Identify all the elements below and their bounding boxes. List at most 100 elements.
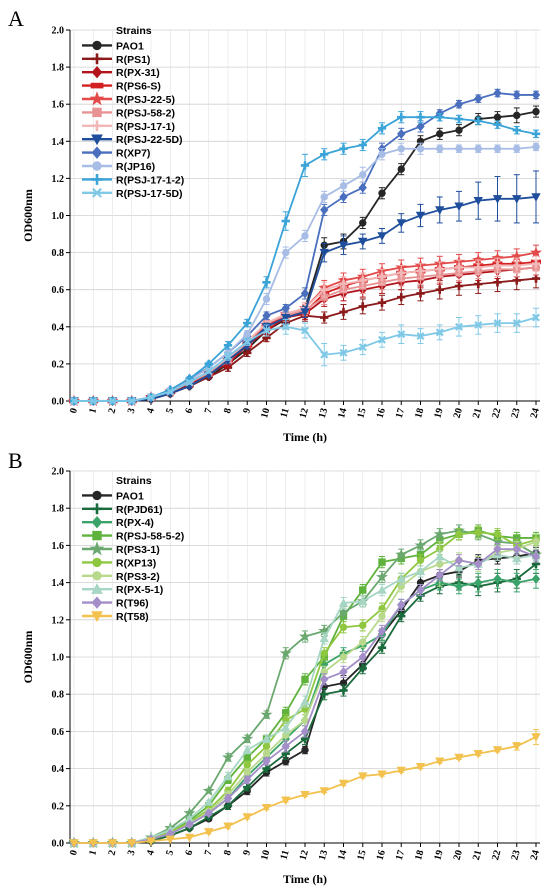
data-point <box>339 348 348 357</box>
y-tick-label: 0.2 <box>52 801 65 812</box>
y-tick-label: 0.2 <box>52 359 65 370</box>
y-tick-label: 0.0 <box>52 397 65 408</box>
data-point <box>320 350 329 359</box>
legend-marker <box>91 596 103 609</box>
data-point <box>319 248 329 258</box>
legend-marker <box>91 611 103 623</box>
data-point <box>474 320 483 329</box>
data-point <box>358 276 367 285</box>
legend-marker <box>90 82 104 89</box>
x-tick-label: 2 <box>106 849 118 857</box>
data-point <box>243 768 251 777</box>
data-point <box>397 145 405 153</box>
x-tick-label: 5 <box>164 407 176 415</box>
data-point <box>243 774 252 785</box>
data-point <box>513 145 521 153</box>
legend-title: Strains <box>116 475 152 487</box>
data-point <box>474 116 483 126</box>
x-tick-label: 8 <box>222 849 234 857</box>
data-point <box>69 839 79 848</box>
data-point <box>493 145 502 153</box>
data-point <box>493 88 502 99</box>
data-point <box>301 716 309 724</box>
data-point <box>474 263 483 272</box>
y-tick-label: 1.6 <box>52 541 65 552</box>
series-R(T58) <box>69 729 541 848</box>
data-point <box>262 310 271 321</box>
legend-item: R(PSJ-58-5-2) <box>82 531 184 543</box>
data-point <box>358 237 368 247</box>
legend: StrainsPAO1R(PS1)R(PX-31)R(PS6-S)R(PSJ-2… <box>82 25 184 200</box>
data-point <box>127 397 136 405</box>
data-point <box>512 553 522 563</box>
data-point <box>242 813 252 822</box>
y-tick-label: 2.0 <box>52 467 65 478</box>
data-point <box>377 232 387 241</box>
data-point <box>454 114 464 124</box>
data-point <box>359 586 367 594</box>
data-point <box>493 113 502 121</box>
data-point <box>378 558 386 566</box>
data-point <box>223 771 233 780</box>
data-point <box>204 359 213 369</box>
x-tick-label: 11 <box>279 407 292 419</box>
legend-marker <box>91 120 103 132</box>
x-tick-label: 20 <box>452 407 465 420</box>
data-point <box>320 690 329 699</box>
data-point <box>473 196 483 206</box>
x-tick-label: 0 <box>68 849 80 857</box>
data-point <box>512 742 522 752</box>
legend-item: R(PSJ-22-5D) <box>82 134 183 146</box>
data-point <box>513 111 521 120</box>
y-tick-label: 0.8 <box>52 248 65 259</box>
legend-label: R(PX-4) <box>116 517 154 529</box>
data-point <box>455 530 463 538</box>
data-point <box>281 313 291 323</box>
data-point <box>320 193 328 201</box>
legend-label: R(T96) <box>116 598 149 610</box>
data-point <box>435 757 445 767</box>
data-point <box>512 261 521 270</box>
data-point <box>474 559 483 569</box>
data-point <box>493 573 502 584</box>
data-point <box>300 288 310 299</box>
data-point <box>301 746 309 754</box>
data-point <box>300 308 310 317</box>
data-point <box>474 93 483 104</box>
legend-marker <box>91 515 103 529</box>
y-tick-label: 1.4 <box>52 137 65 148</box>
data-point <box>435 570 444 581</box>
data-point <box>300 726 310 737</box>
x-tick-label: 8 <box>222 407 234 415</box>
data-point <box>397 292 406 302</box>
legend-item: R(PS6-S) <box>82 81 161 93</box>
legend-item: R(PX-5-1) <box>82 583 163 596</box>
data-point <box>223 341 233 350</box>
data-point <box>492 195 503 204</box>
data-point <box>70 397 78 405</box>
data-point <box>358 302 367 311</box>
data-point <box>279 646 292 659</box>
data-point <box>358 652 367 662</box>
data-point <box>473 750 483 759</box>
data-point <box>339 144 348 153</box>
data-point <box>319 633 329 643</box>
data-point <box>147 393 155 402</box>
data-point <box>358 596 368 605</box>
data-point <box>378 189 386 197</box>
data-point <box>416 266 425 276</box>
data-point <box>377 770 387 780</box>
legend-label: R(PJD61) <box>116 504 163 516</box>
legend-marker <box>92 571 102 581</box>
data-point <box>184 833 195 843</box>
data-point <box>455 126 463 134</box>
data-point <box>435 551 445 561</box>
data-point <box>454 555 464 566</box>
x-tick-label: 16 <box>375 407 388 420</box>
data-point <box>339 307 348 317</box>
legend-label: R(PX-31) <box>116 67 160 79</box>
x-tick-label: 0 <box>68 407 80 415</box>
data-point <box>242 745 252 754</box>
data-point <box>454 202 464 212</box>
